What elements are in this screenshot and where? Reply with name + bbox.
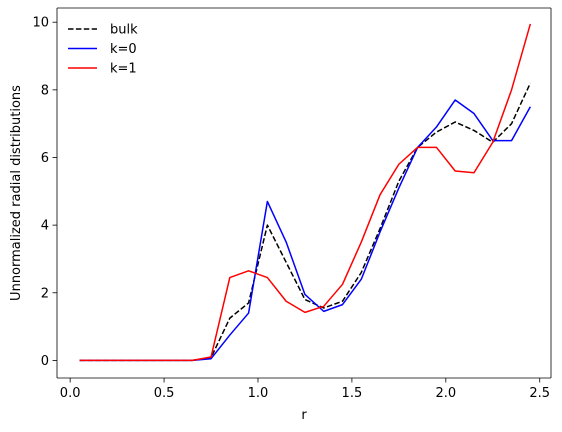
y-tick-label: 8	[41, 83, 49, 98]
plot-area	[57, 8, 551, 378]
x-tick-label: 2.0	[435, 386, 456, 401]
legend-label: k=1	[110, 62, 137, 77]
legend: bulk k=0 k=1	[68, 23, 138, 77]
y-tick-label: 4	[41, 219, 49, 234]
series-line-k-1	[79, 23, 532, 362]
y-tick-label: 6	[41, 151, 49, 166]
y-tick-label: 0	[41, 354, 49, 369]
x-tick-label: 2.5	[529, 386, 550, 401]
y-axis-label: Unnormalized radial distributions	[9, 85, 24, 301]
plot-background	[57, 8, 551, 378]
x-tick-label: 0.0	[60, 386, 81, 401]
y-tick-label: 2	[41, 286, 49, 301]
legend-label: bulk	[110, 23, 138, 38]
x-tick-label: 1.5	[342, 386, 363, 401]
legend-label: k=0	[110, 42, 137, 57]
x-axis-label: r	[301, 408, 307, 423]
axes-layer: 0.0 0.5 1.0 1.5 2.0 2.5 0 2 4 6 8 10	[32, 7, 552, 401]
series-layer	[79, 23, 532, 362]
y-tick-label: 10	[32, 16, 49, 31]
x-tick-label: 0.5	[154, 386, 175, 401]
x-tick-label: 1.0	[248, 386, 269, 401]
